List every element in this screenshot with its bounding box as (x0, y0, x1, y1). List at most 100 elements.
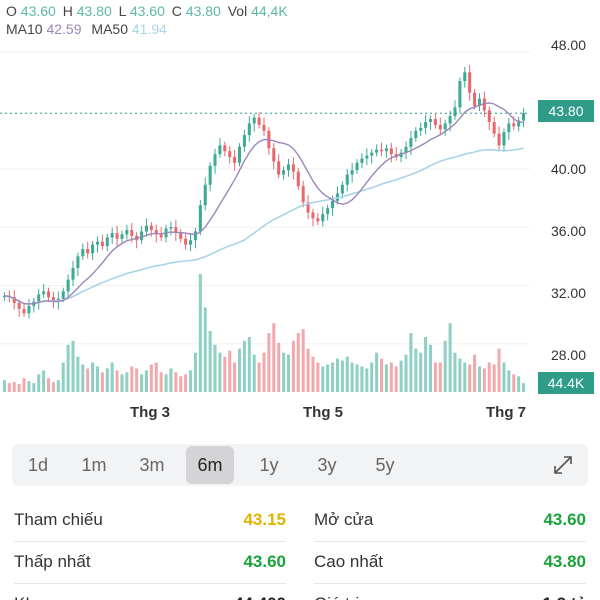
range-5y-button[interactable]: 5y (375, 455, 395, 475)
stat-low-value: 43.60 (243, 552, 286, 571)
volume-bars (2, 274, 526, 392)
volume-bar (247, 336, 251, 392)
volume-bar (492, 364, 496, 392)
volume-bar (433, 362, 437, 392)
candle-body (482, 98, 486, 111)
range-1m-button[interactable]: 1m (81, 455, 107, 475)
volume-bar (140, 374, 144, 392)
volume-bar (389, 362, 393, 392)
stat-open: Mở cửa 43.60 (314, 500, 586, 540)
expand-icon[interactable] (552, 454, 574, 476)
candle-body (311, 212, 315, 219)
volume-bar (370, 362, 374, 392)
candle-body (443, 123, 447, 130)
volume-bar (189, 370, 193, 392)
ma10-line (4, 102, 524, 305)
candle-body (438, 124, 442, 130)
stat-value-value: 1,9 tỷ (543, 584, 586, 600)
volume-bar (76, 356, 80, 392)
range-3m-button[interactable]: 3m (139, 455, 165, 475)
candle-body (468, 72, 472, 93)
high-label: H (62, 3, 73, 19)
volume-bar (257, 362, 261, 392)
range-3y-button[interactable]: 3y (317, 455, 337, 475)
candle-body (169, 227, 173, 229)
candle-body (340, 184, 344, 194)
volume-bar (120, 374, 124, 392)
candle-body (433, 119, 437, 125)
candle-body (22, 308, 26, 314)
volume-bar (365, 368, 369, 392)
volume-bar (394, 366, 398, 392)
volume-bar (208, 331, 212, 392)
y-tick-40: 40.00 (550, 161, 586, 177)
price-chart[interactable] (0, 0, 600, 440)
candle-body (47, 291, 51, 298)
candle-body (458, 81, 462, 108)
candle-body (522, 113, 526, 121)
range-1d-button[interactable]: 1d (27, 455, 49, 475)
candle-body (228, 151, 232, 158)
candle-body (203, 184, 207, 206)
candle-body (61, 291, 65, 299)
ma50-label: MA50 (91, 21, 128, 37)
volume-bar (32, 383, 36, 392)
candle-body (453, 107, 457, 117)
candle-body (81, 249, 85, 257)
volume-bar (424, 336, 428, 392)
candle-body (331, 200, 335, 209)
candle-body (76, 256, 80, 268)
volume-bar (482, 368, 486, 392)
volume-bar (340, 360, 344, 392)
volume-bar (350, 362, 354, 392)
candlesticks (2, 65, 526, 319)
candle-body (448, 116, 452, 124)
volume-bar (409, 333, 413, 392)
candle-body (66, 279, 70, 292)
volume-bar (144, 370, 148, 392)
volume-bar (512, 374, 516, 392)
volume-bar (522, 383, 526, 392)
volume-bar (237, 348, 242, 392)
volume-bar (448, 323, 452, 392)
current-price-tag: 43.80 (538, 100, 594, 122)
volume-bar (331, 362, 335, 392)
stat-high-value: 43.80 (543, 552, 586, 571)
x-tick-thg3: Thg 3 (130, 404, 170, 421)
candle-body (424, 121, 428, 128)
candle-body (355, 162, 359, 171)
range-1y-button[interactable]: 1y (259, 455, 279, 475)
range-6m-button[interactable]: 6m (186, 446, 234, 484)
stat-divider (314, 541, 586, 542)
candle-body (296, 171, 300, 187)
ma10-label: MA10 (6, 21, 43, 37)
candle-body (159, 234, 163, 238)
candle-body (179, 232, 183, 239)
candle-body (27, 305, 31, 314)
candle-body (100, 241, 104, 247)
candle-body (262, 124, 266, 131)
candle-body (71, 267, 75, 280)
volume-bar (443, 340, 447, 392)
candle-body (105, 237, 109, 247)
volume-bar (507, 370, 511, 392)
volume-bar (384, 364, 388, 392)
candle-body (428, 119, 433, 122)
volume-bar (184, 374, 188, 392)
volume-bar (316, 362, 320, 392)
candle-body (140, 231, 144, 241)
x-tick-thg5: Thg 5 (303, 404, 343, 421)
volume-bar (81, 364, 85, 392)
volume-bar (458, 358, 462, 392)
volume-bar (282, 352, 286, 392)
stat-value-label: Giá trị (314, 584, 359, 600)
stat-high-label: Cao nhất (314, 552, 383, 571)
volume-bar (468, 364, 472, 392)
candle-body (198, 205, 202, 232)
candle-body (301, 186, 305, 203)
stat-low: Thấp nhất 43.60 (14, 542, 286, 582)
candle-body (282, 170, 286, 175)
stat-reference: Tham chiếu 43.15 (14, 500, 286, 540)
candle-body (380, 149, 384, 152)
stat-value: Giá trị 1,9 tỷ (314, 584, 586, 600)
